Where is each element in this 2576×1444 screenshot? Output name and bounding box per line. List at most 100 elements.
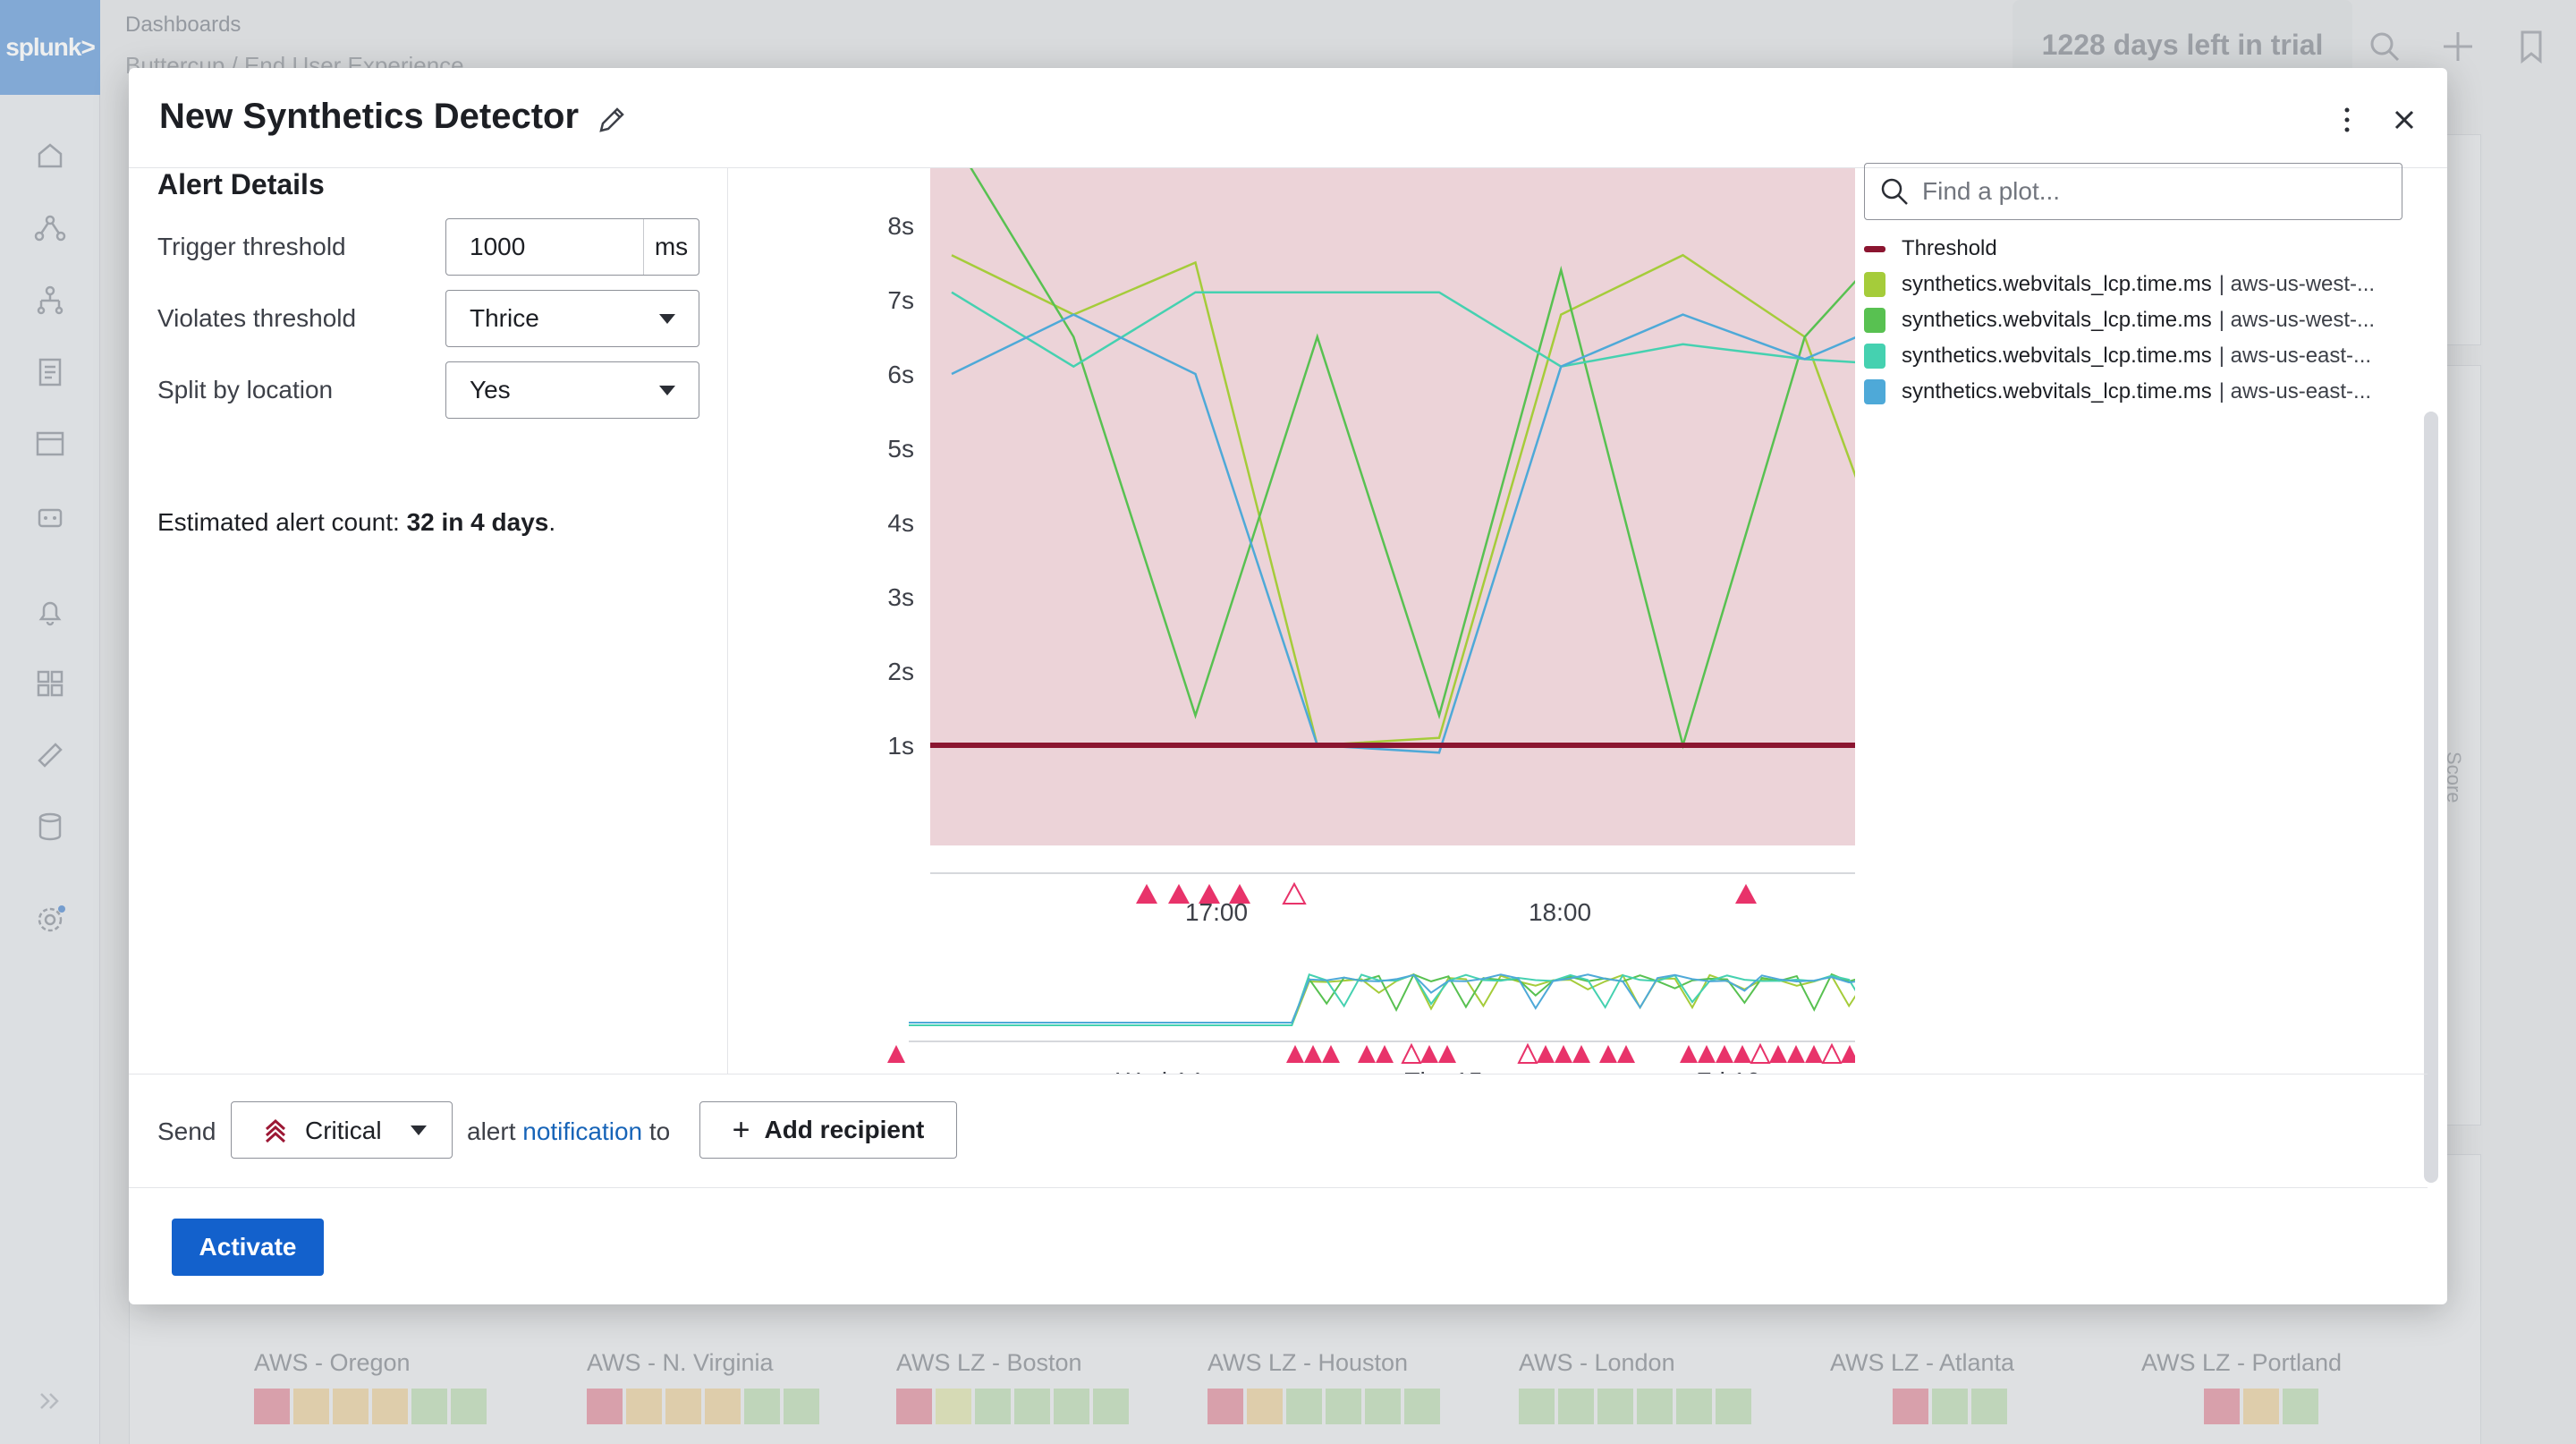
estimate-prefix: Estimated alert count: <box>157 508 407 536</box>
violates-threshold-label: Violates threshold <box>157 304 357 332</box>
legend-item-series[interactable]: synthetics.webvitals_lcp.time.ms | aws-u… <box>1864 342 2371 370</box>
plus-icon[interactable] <box>2438 27 2478 66</box>
navigator-alert-marker <box>1537 1045 1555 1063</box>
heatmap-cells <box>1893 1389 2007 1424</box>
modal-header: New Synthetics Detector <box>129 68 2447 168</box>
legend-item-suffix: | aws-us-west-... <box>2218 308 2376 332</box>
add-recipient-label: Add recipient <box>764 1116 925 1143</box>
navigator-alert-marker-open <box>1821 1042 1843 1064</box>
trigger-threshold-input[interactable]: 1000 ms <box>445 218 699 276</box>
logs-icon[interactable] <box>30 353 70 392</box>
series-line <box>950 135 1928 750</box>
series-line <box>951 253 1928 747</box>
legend-swatch <box>1864 344 1885 369</box>
section-title: Alert Details <box>157 168 325 200</box>
navigator-alert-marker <box>1599 1045 1617 1063</box>
navigator-alert-marker <box>1438 1045 1456 1063</box>
navigator-series-line <box>909 973 1954 1026</box>
alert-marker <box>1199 884 1220 904</box>
navigator-alert-marker <box>1680 1045 1698 1063</box>
activate-button[interactable]: Activate <box>172 1219 324 1276</box>
splunk-logo[interactable]: splunk> <box>0 0 100 95</box>
legend-item-label: synthetics.webvitals_lcp.time.ms <box>1902 308 2212 332</box>
navigator-alert-marker-open <box>1750 1042 1771 1064</box>
y-tick-label: 5s <box>887 435 914 463</box>
settings-icon[interactable] <box>30 900 70 939</box>
heatmap-cells <box>587 1389 819 1424</box>
heatmap-cells <box>254 1389 487 1424</box>
legend-item-label: synthetics.webvitals_lcp.time.ms <box>1902 344 2212 368</box>
search-icon[interactable] <box>2365 27 2404 66</box>
location-label: AWS LZ - Portland <box>2141 1349 2343 1376</box>
split-by-location-label: Split by location <box>157 376 334 403</box>
notification-link[interactable]: notification <box>522 1117 643 1145</box>
navigator-series-line <box>909 973 1954 1024</box>
navigator-alert-marker <box>1617 1045 1635 1063</box>
search-icon <box>1879 176 1910 207</box>
bookmark-icon[interactable] <box>2512 27 2551 66</box>
hierarchy-icon[interactable] <box>30 281 70 320</box>
alert-details-panel: Alert Details Trigger threshold 1000 ms … <box>129 168 728 1074</box>
navigator-alert-marker <box>1376 1045 1394 1063</box>
edit-icon[interactable] <box>594 102 630 138</box>
heatmap-cells <box>1519 1389 1751 1424</box>
navigator-tick-label: Wed 14 <box>1116 1067 1202 1074</box>
chevron-down-icon <box>411 1125 427 1135</box>
y-tick-label: 2s <box>887 658 914 685</box>
database-icon[interactable] <box>30 807 70 846</box>
network-icon[interactable] <box>30 209 70 249</box>
legend-item-series[interactable]: synthetics.webvitals_lcp.time.ms | aws-u… <box>1864 306 2375 335</box>
y-tick-label: 8s <box>887 212 914 240</box>
more-icon[interactable] <box>2329 102 2365 138</box>
alert-text: alert <box>467 1117 516 1145</box>
location-label: AWS - London <box>1519 1349 1675 1376</box>
navigator-alert-marker-open <box>1517 1042 1538 1064</box>
threshold-unit: ms <box>643 219 699 275</box>
trigger-threshold-value: 1000 <box>470 233 526 260</box>
legend-panel: Find a plot... Threshold synthetics.webv… <box>1855 163 2428 1074</box>
add-recipient-button[interactable]: + Add recipient <box>699 1101 957 1159</box>
find-plot-input[interactable]: Find a plot... <box>1864 163 2402 220</box>
home-icon[interactable] <box>30 136 70 175</box>
robot-icon[interactable] <box>30 497 70 537</box>
legend-item-series[interactable]: synthetics.webvitals_lcp.time.ms | aws-u… <box>1864 270 2375 299</box>
severity-select[interactable]: Critical <box>231 1101 453 1159</box>
navigator-alert-marker <box>1698 1045 1716 1063</box>
estimated-alert-count: Estimated alert count: 32 in 4 days. <box>157 508 555 537</box>
browser-icon[interactable] <box>30 424 70 463</box>
navigator-alert-marker <box>1787 1045 1805 1063</box>
legend-item-label: synthetics.webvitals_lcp.time.ms <box>1902 379 2212 403</box>
split-by-location-select[interactable]: Yes <box>445 361 699 419</box>
navigator-tick-label: Fri 16 <box>1696 1067 1760 1074</box>
heatmap-cells <box>1208 1389 1440 1424</box>
dashboard-icon[interactable] <box>30 664 70 703</box>
series-line <box>951 291 1928 369</box>
chevron-down-icon <box>659 386 675 395</box>
navigator-alert-marker <box>1733 1045 1751 1063</box>
navigator-alert-marker <box>1420 1045 1438 1063</box>
x-tick-label: 17:00 <box>1185 898 1248 926</box>
to-text: to <box>648 1117 671 1145</box>
bell-icon[interactable] <box>30 592 70 632</box>
ruler-icon[interactable] <box>30 735 70 775</box>
navigator-alert-marker <box>1769 1045 1787 1063</box>
y-tick-label: 6s <box>887 361 914 388</box>
y-tick-label: 1s <box>887 732 914 760</box>
app-sidebar: splunk> <box>0 0 100 1444</box>
notification-sentence: alert notification to <box>467 1117 670 1146</box>
alert-marker <box>1229 884 1250 904</box>
heatmap-cells <box>2204 1389 2318 1424</box>
modal-scrollbar[interactable] <box>2424 412 2438 1183</box>
violates-threshold-select[interactable]: Thrice <box>445 290 699 347</box>
series-line <box>951 306 1928 754</box>
split-by-location-value: Yes <box>470 376 511 403</box>
navigator-alert-marker <box>1286 1045 1304 1063</box>
legend-item-series[interactable]: synthetics.webvitals_lcp.time.ms | aws-u… <box>1864 378 2371 406</box>
close-icon[interactable] <box>2386 102 2422 138</box>
expand-icon[interactable] <box>30 1381 70 1421</box>
alert-marker-open <box>1282 881 1307 905</box>
location-label: AWS - N. Virginia <box>587 1349 774 1376</box>
legend-item-threshold[interactable]: Threshold <box>1864 234 1997 263</box>
breadcrumb-root[interactable]: Dashboards <box>125 13 242 37</box>
